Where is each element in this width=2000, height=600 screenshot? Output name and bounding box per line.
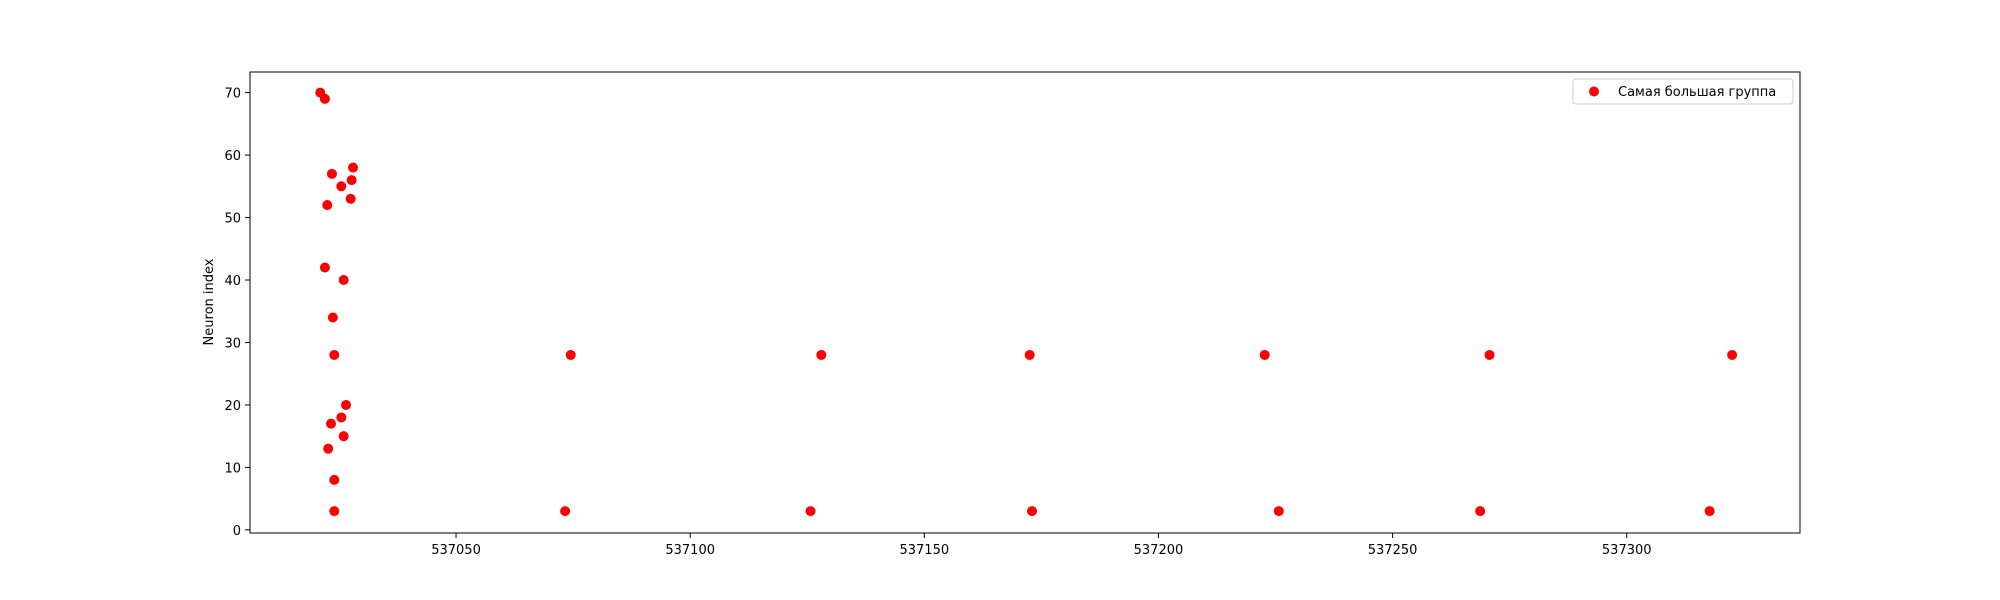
y-tick-label: 40 xyxy=(224,274,241,289)
data-point xyxy=(1259,349,1270,360)
data-point xyxy=(1273,506,1284,517)
data-point xyxy=(338,275,349,286)
data-point xyxy=(565,349,576,360)
x-tick-label: 537150 xyxy=(899,543,949,558)
data-points xyxy=(315,87,1738,517)
data-point xyxy=(323,443,334,454)
legend-marker xyxy=(1589,86,1599,97)
x-tick-label: 537050 xyxy=(431,543,481,558)
data-point xyxy=(805,506,816,517)
data-point xyxy=(341,399,351,410)
data-point xyxy=(560,506,571,517)
data-point xyxy=(816,349,827,360)
data-point xyxy=(338,431,349,442)
y-axis-label: Neuron index xyxy=(202,258,217,345)
data-point xyxy=(1484,349,1495,360)
y-axis: 0 10 20 30 40 50 60 70 xyxy=(224,87,250,539)
data-point xyxy=(326,418,337,429)
data-point xyxy=(1024,349,1035,360)
data-point xyxy=(1027,506,1038,517)
legend-frame xyxy=(1572,78,1794,105)
x-tick-label: 537100 xyxy=(665,543,715,558)
y-tick-label: 20 xyxy=(224,399,241,414)
y-tick-label: 60 xyxy=(224,149,241,164)
y-tick-label: 0 xyxy=(233,524,241,539)
data-point xyxy=(1704,506,1715,517)
data-point xyxy=(322,200,333,211)
data-point xyxy=(329,474,340,485)
data-point xyxy=(319,93,330,104)
data-point xyxy=(345,193,356,204)
data-point xyxy=(326,168,337,179)
data-point xyxy=(329,506,340,517)
data-point xyxy=(336,181,347,192)
y-tick-label: 10 xyxy=(224,461,241,476)
x-tick-label: 537250 xyxy=(1368,543,1418,558)
plot-area-frame xyxy=(249,71,1801,534)
data-point xyxy=(327,312,338,323)
data-point xyxy=(1727,349,1738,360)
data-point xyxy=(1475,506,1486,517)
data-point xyxy=(329,349,340,360)
data-point xyxy=(319,262,330,273)
data-point xyxy=(346,175,357,186)
data-point xyxy=(336,412,347,423)
data-point xyxy=(348,162,359,173)
x-axis: 537050 537100 537150 537200 537250 537300 xyxy=(431,533,1652,558)
y-tick-label: 50 xyxy=(224,212,241,227)
legend-label: Самая большая группа xyxy=(1618,85,1776,100)
x-tick-label: 537300 xyxy=(1602,543,1652,558)
legend: Самая большая группа xyxy=(1572,78,1794,105)
y-tick-label: 30 xyxy=(224,336,241,351)
y-tick-label: 70 xyxy=(224,87,241,102)
x-tick-label: 537200 xyxy=(1134,543,1184,558)
